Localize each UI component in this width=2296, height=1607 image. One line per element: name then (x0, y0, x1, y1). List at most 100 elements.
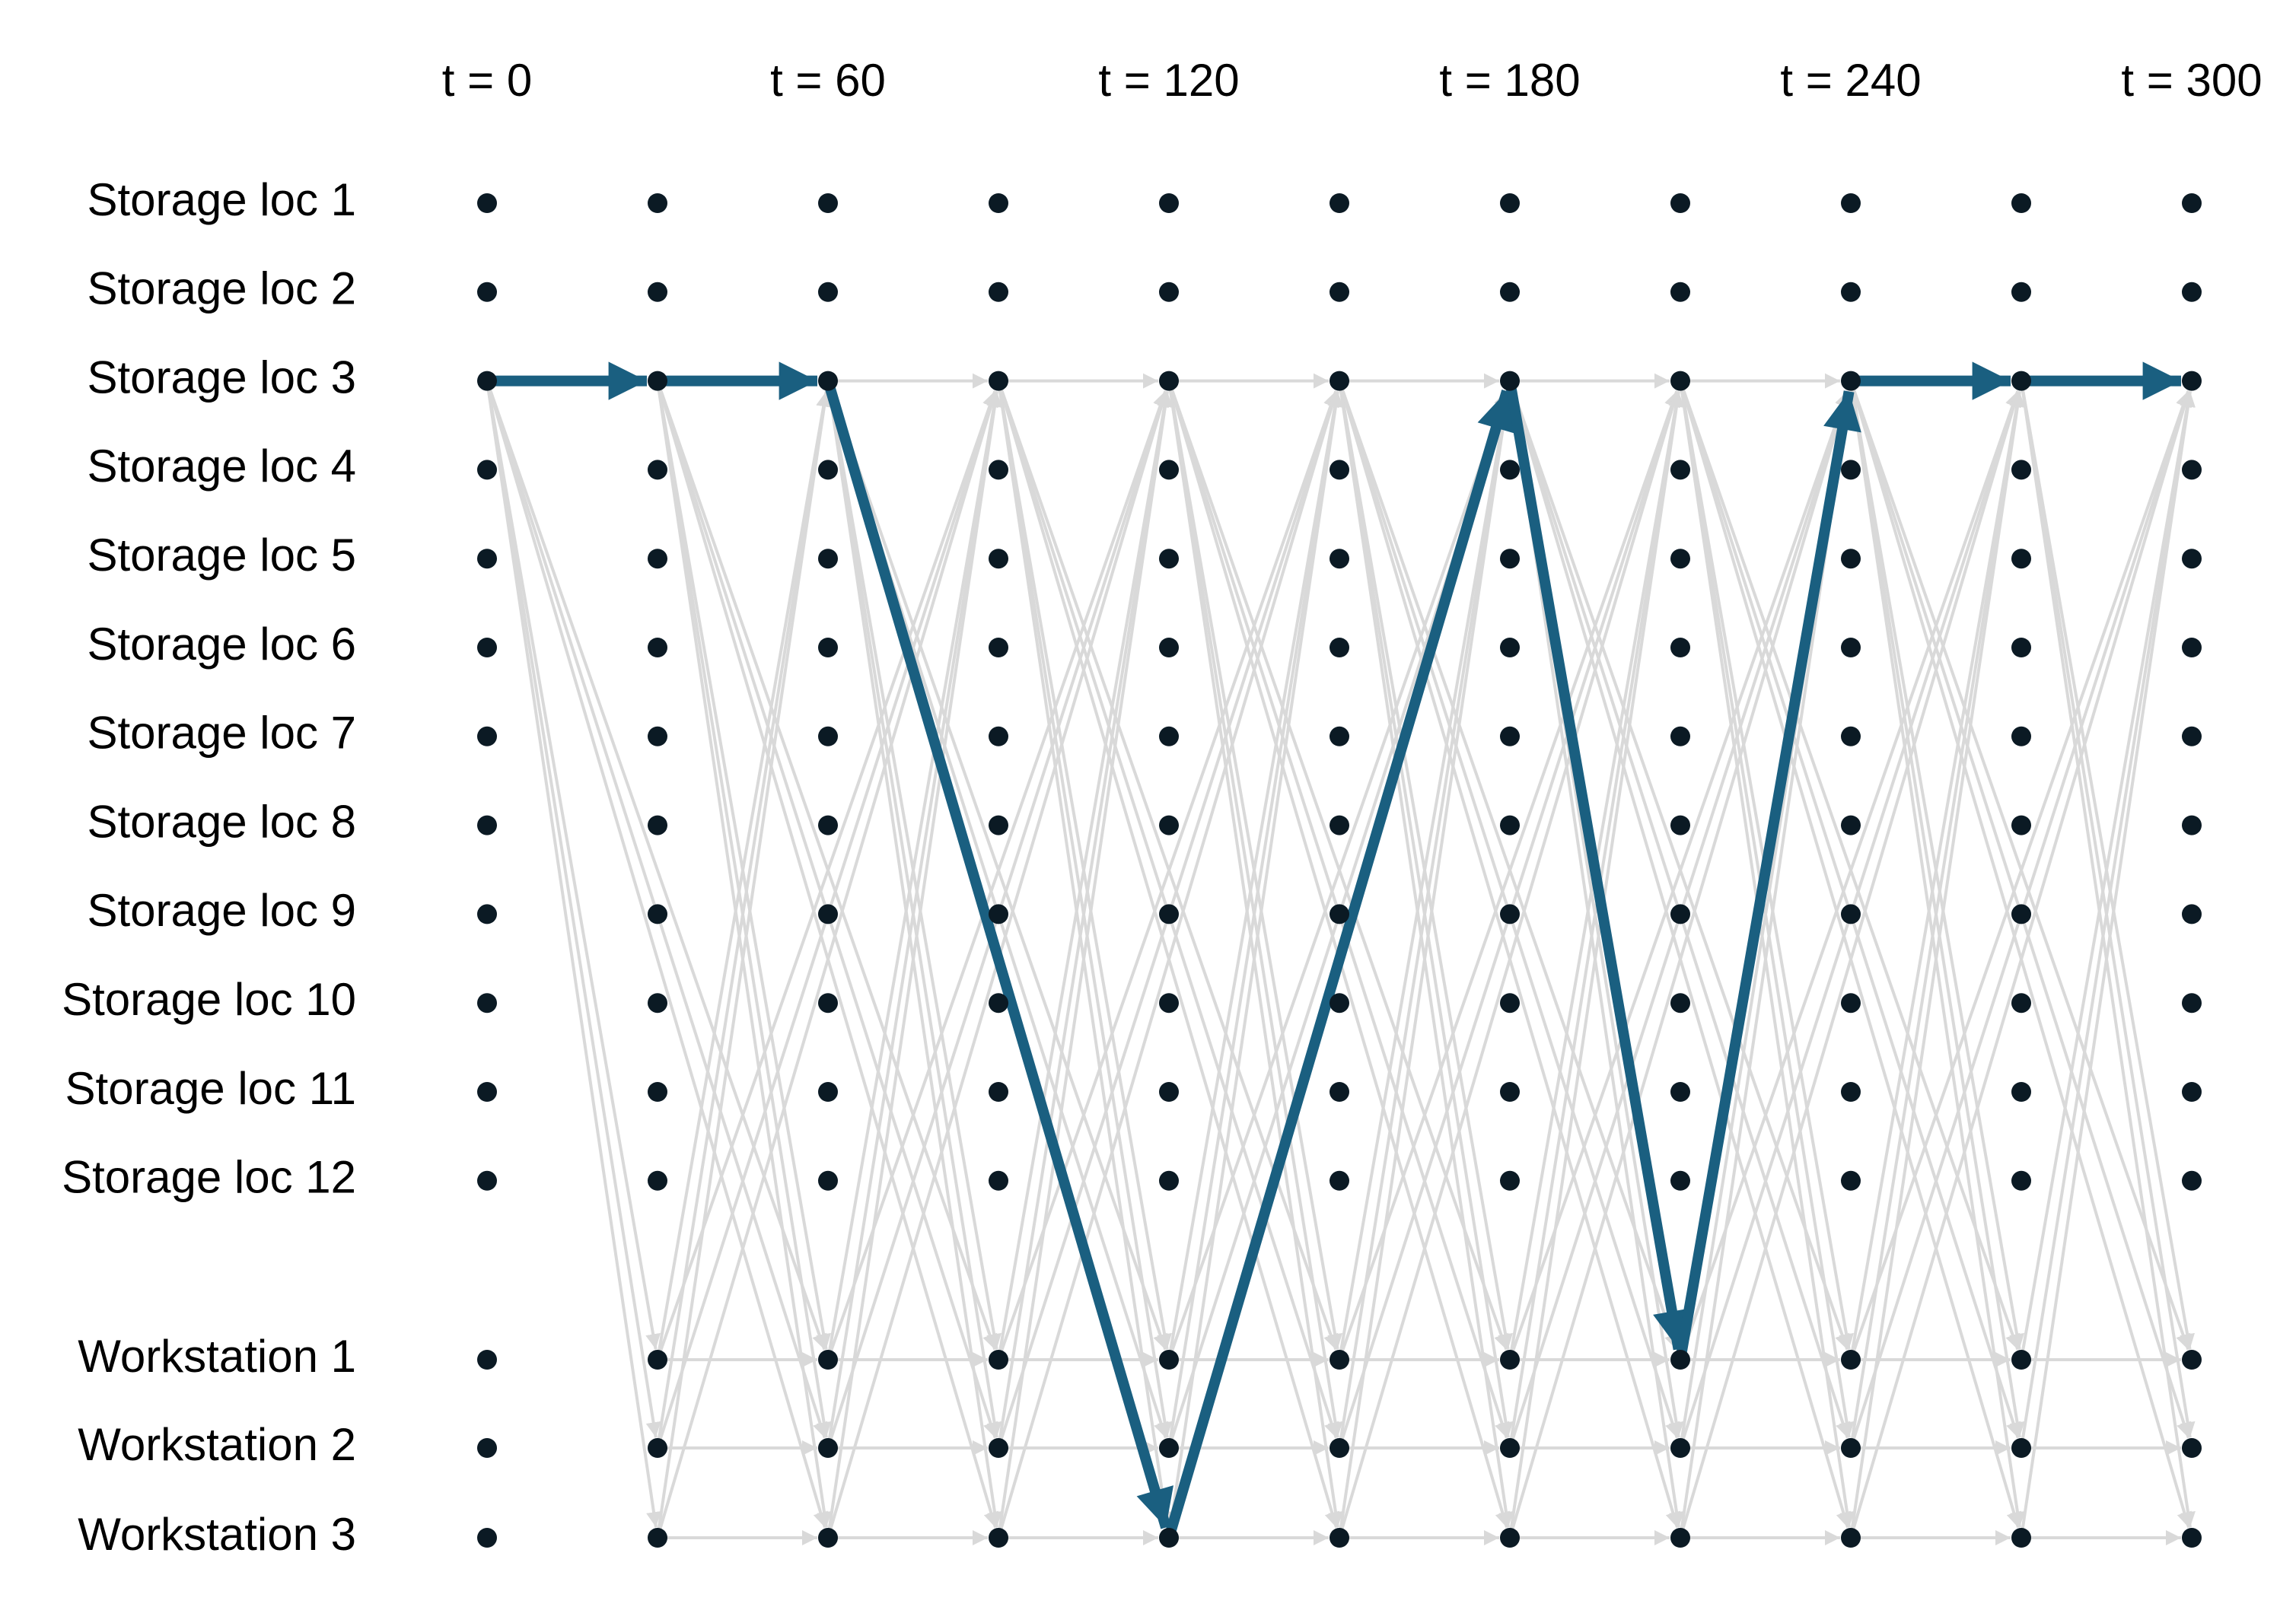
arc (656, 380, 832, 1438)
node (1500, 638, 1520, 657)
arc (656, 380, 832, 1528)
arc (826, 380, 1168, 1351)
node (1330, 1528, 1349, 1548)
node (2182, 993, 2202, 1014)
arc (486, 380, 661, 1528)
arc (1338, 390, 1680, 1539)
arc (1338, 391, 1514, 1539)
time-header: t = 240 (1780, 55, 1921, 106)
arc (1849, 390, 2191, 1360)
node (1841, 1438, 1861, 1458)
route-arc (1164, 390, 1514, 1539)
arc (826, 390, 1168, 1360)
node (477, 549, 497, 569)
node (1500, 549, 1520, 569)
node (1159, 1438, 1179, 1458)
arc (2020, 391, 2196, 1449)
arc (1167, 391, 1343, 1360)
node (1500, 1350, 1520, 1370)
node (1500, 993, 1520, 1014)
node (989, 726, 1008, 746)
node (2011, 638, 2031, 657)
node (1670, 726, 1690, 746)
node (1670, 193, 1690, 213)
node (1670, 282, 1690, 302)
node (1841, 1350, 1861, 1370)
node (2182, 1082, 2202, 1102)
node (818, 460, 838, 480)
node (1500, 1528, 1520, 1548)
node (648, 282, 667, 302)
arc (826, 380, 1002, 1350)
node (2011, 993, 2031, 1014)
node (1841, 371, 1861, 391)
node (1500, 1082, 1520, 1102)
arc (1849, 391, 2025, 1449)
node (1670, 549, 1690, 569)
arc (1338, 391, 1514, 1360)
node (477, 1350, 497, 1370)
arc (2020, 380, 2196, 1438)
node (648, 904, 667, 924)
node (1670, 1528, 1690, 1548)
node (818, 1528, 838, 1548)
arc (1849, 391, 2025, 1539)
node (1670, 638, 1690, 657)
node (1330, 1082, 1349, 1102)
node (648, 1528, 667, 1548)
arc (997, 380, 1339, 1529)
node (477, 815, 497, 835)
row-label: Storage loc 12 (62, 1152, 356, 1203)
arc (997, 380, 1173, 1528)
row-label: Workstation 3 (78, 1509, 356, 1560)
node (648, 815, 667, 835)
row-label: Storage loc 1 (87, 174, 356, 225)
node (1500, 282, 1520, 302)
selected-route (487, 361, 2181, 1539)
node (1330, 1350, 1349, 1370)
node (1330, 282, 1349, 302)
arc (1849, 380, 2192, 1529)
arc (1508, 391, 1684, 1449)
node (1841, 904, 1861, 924)
node (1841, 726, 1861, 746)
arc (997, 391, 1173, 1539)
node (1841, 638, 1861, 657)
row-label: Workstation 2 (78, 1419, 356, 1470)
row-label: Storage loc 9 (87, 885, 356, 936)
node (1500, 1170, 1520, 1191)
arc (1338, 391, 1514, 1449)
arc (1679, 390, 2021, 1539)
node (818, 638, 838, 657)
node (818, 193, 838, 213)
node (1330, 371, 1349, 391)
arc (1338, 380, 1680, 1351)
node (477, 282, 497, 302)
arc (656, 390, 998, 1360)
arc (1167, 380, 1343, 1350)
node (1841, 1082, 1861, 1102)
arc (2020, 380, 2196, 1350)
route-arc (1505, 380, 1691, 1351)
arc (1167, 380, 1509, 1351)
node (477, 1170, 497, 1191)
node (1500, 1438, 1520, 1458)
node (1159, 1528, 1179, 1548)
node (1670, 904, 1690, 924)
node (1159, 638, 1179, 657)
arc (2020, 391, 2196, 1360)
route-arc (1675, 390, 1861, 1361)
row-label: Storage loc 3 (87, 352, 356, 403)
node (1159, 460, 1179, 480)
node (989, 1082, 1008, 1102)
node (1500, 815, 1520, 835)
node (477, 993, 497, 1014)
node (2182, 1528, 2202, 1548)
node (989, 371, 1008, 391)
node (648, 371, 667, 391)
node (1670, 993, 1690, 1014)
node (1841, 815, 1861, 835)
node (1670, 1082, 1690, 1102)
arc (997, 380, 1173, 1350)
arc (656, 380, 832, 1350)
